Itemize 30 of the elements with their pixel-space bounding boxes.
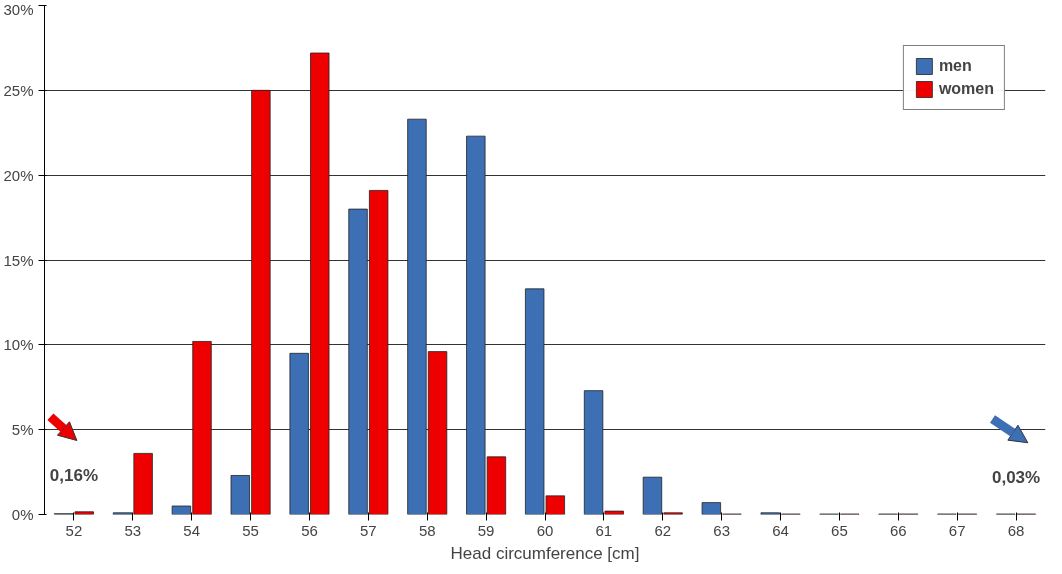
legend-label: men <box>938 57 972 75</box>
x-tick-label: 58 <box>418 521 436 539</box>
x-tick-label: 67 <box>948 521 966 539</box>
x-axis-title: Head circumference [cm] <box>450 543 640 563</box>
annotation: 0,16% <box>49 465 99 485</box>
x-tick-label: 53 <box>124 521 142 539</box>
x-tick-label: 62 <box>654 521 672 539</box>
bar <box>701 502 722 515</box>
y-tick-label: 5% <box>11 421 34 439</box>
x-tick-label: 55 <box>242 521 259 539</box>
x-tick-label: 54 <box>183 521 201 539</box>
y-tick-label: 10% <box>3 336 34 354</box>
x-tick-label: 60 <box>536 521 554 539</box>
x-tick-label: 65 <box>831 521 848 539</box>
y-tick-label: 25% <box>3 81 34 99</box>
x-tick-label: 68 <box>1007 521 1025 539</box>
x-tick-label: 52 <box>65 521 83 539</box>
y-tick-label: 0% <box>11 506 34 523</box>
x-tick-label: 63 <box>713 521 730 539</box>
y-tick-label: 30% <box>3 0 34 18</box>
annotation: 0,03% <box>991 467 1041 487</box>
x-tick-label: 64 <box>772 521 789 539</box>
x-tick-label: 59 <box>477 521 495 539</box>
x-tick-label: 66 <box>889 521 907 539</box>
x-tick-label: 57 <box>360 521 377 539</box>
x-tick-label: 56 <box>301 521 318 539</box>
legend-label: women <box>938 80 994 98</box>
x-tick-label: 61 <box>595 521 613 539</box>
y-tick-label: 15% <box>3 251 34 269</box>
y-tick-label: 20% <box>3 166 34 184</box>
